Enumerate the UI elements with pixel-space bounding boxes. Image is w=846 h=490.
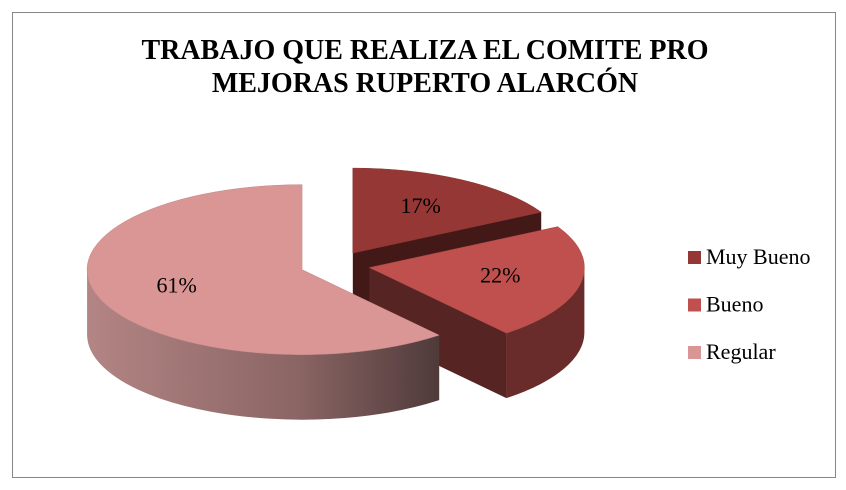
chart-title: TRABAJO QUE REALIZA EL COMITE PRO MEJORA…	[141, 35, 709, 99]
slice	[368, 226, 585, 334]
legend-swatch	[688, 251, 701, 264]
legend-swatch	[688, 346, 701, 359]
data-label: 17%	[401, 193, 441, 218]
legend-label: Muy Bueno	[706, 244, 811, 269]
slice	[86, 184, 440, 355]
data-label: 22%	[480, 263, 520, 288]
slice-side	[87, 269, 440, 420]
chart-frame	[12, 12, 836, 478]
legend-label: Regular	[706, 339, 776, 364]
legend-swatch	[688, 298, 701, 312]
legend-label: Bueno	[706, 292, 763, 317]
slice-side	[506, 267, 585, 399]
slice-wall	[369, 267, 507, 399]
data-label: 61%	[156, 273, 196, 298]
slice	[352, 167, 542, 254]
